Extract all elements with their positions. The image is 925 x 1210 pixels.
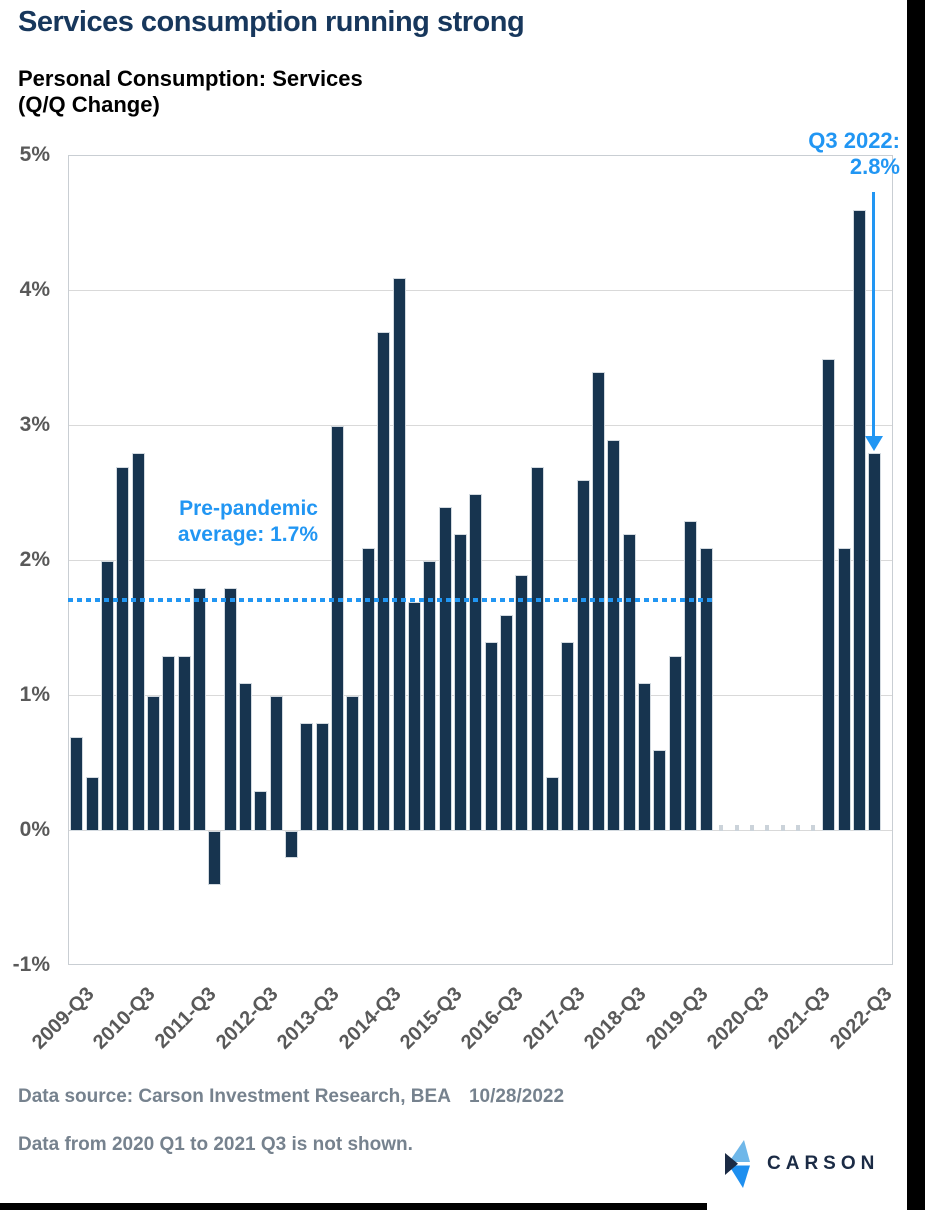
bar-2011-Q1: [162, 655, 176, 831]
hidden-quarter-tick-2021-Q2: [796, 825, 801, 831]
bar-2017-Q3: [561, 642, 575, 831]
x-axis-label-2010-Q3: 2010-Q3: [89, 983, 160, 1054]
bar-2015-Q4: [453, 534, 467, 831]
bar-2010-Q2: [116, 466, 130, 831]
bar-2015-Q2: [423, 561, 437, 831]
bar-2012-Q2: [239, 682, 253, 831]
pre-pandemic-average-label: Pre-pandemic average: 1.7%: [177, 497, 318, 546]
gridline-4pct: [69, 290, 892, 291]
bar-2013-Q2: [300, 723, 314, 831]
x-axis-label-2016-Q3: 2016-Q3: [457, 983, 529, 1054]
bar-2014-Q4: [392, 277, 406, 831]
bar-2016-Q2: [484, 642, 498, 831]
bar-2011-Q4: [208, 831, 222, 885]
bar-2012-Q1: [223, 588, 237, 831]
bar-2016-Q3: [499, 615, 513, 831]
gridline-3pct: [69, 425, 892, 426]
bar-2010-Q3: [131, 453, 145, 831]
x-axis-label-2019-Q3: 2019-Q3: [641, 983, 713, 1054]
data-source-text: Data source: Carson Investment Research,…: [18, 1086, 564, 1108]
bottom-edge-black-strip: [0, 1203, 707, 1210]
x-axis-label-2022-Q3: 2022-Q3: [825, 983, 897, 1054]
hidden-quarter-tick-2021-Q3: [811, 825, 816, 831]
hidden-quarter-tick-2020-Q1: [719, 825, 724, 831]
bar-2018-Q4: [638, 682, 652, 831]
carson-logo-icon: [725, 1140, 750, 1188]
bar-2009-Q3: [70, 736, 84, 831]
y-axis-label--1pct: -1%: [12, 953, 50, 976]
bar-2019-Q3: [684, 520, 698, 831]
x-axis-label-2013-Q3: 2013-Q3: [273, 983, 344, 1054]
annotation-arrow-head-icon: [865, 436, 883, 451]
x-axis-label-2011-Q3: 2011-Q3: [151, 983, 222, 1053]
hidden-quarter-tick-2020-Q3: [750, 825, 755, 831]
bar-2010-Q4: [146, 696, 160, 831]
bar-2011-Q2: [177, 655, 191, 831]
bar-chart-plot-area: [68, 155, 893, 965]
bar-2017-Q4: [576, 480, 590, 831]
bar-2021-Q4: [822, 358, 836, 831]
bar-2013-Q4: [331, 426, 345, 831]
bar-2019-Q4: [699, 547, 713, 831]
bar-2013-Q3: [315, 723, 329, 831]
x-axis-label-2018-Q3: 2018-Q3: [580, 983, 651, 1054]
bar-2016-Q4: [515, 574, 529, 831]
bar-2011-Q3: [192, 588, 206, 831]
carson-logo-text: CARSON: [767, 1153, 880, 1174]
x-axis-label-2012-Q3: 2012-Q3: [211, 983, 283, 1054]
x-axis-label-2017-Q3: 2017-Q3: [518, 983, 590, 1054]
y-axis-label-5pct: 5%: [19, 143, 50, 166]
bar-2010-Q1: [100, 561, 114, 831]
bar-2015-Q1: [407, 601, 421, 831]
bar-2018-Q3: [622, 534, 636, 831]
x-axis-label-2015-Q3: 2015-Q3: [396, 983, 467, 1054]
x-axis-label-2020-Q3: 2020-Q3: [703, 983, 774, 1054]
y-axis-label-2pct: 2%: [19, 548, 50, 571]
bar-2012-Q4: [269, 696, 283, 831]
bar-2013-Q1: [285, 831, 299, 858]
q3-2022-annotation: Q3 2022: 2.8%: [808, 128, 900, 179]
bar-2014-Q2: [361, 547, 375, 831]
bar-2019-Q2: [668, 655, 682, 831]
data-source-label: Data source: Carson Investment Research,…: [18, 1086, 451, 1107]
pre-pandemic-average-line: [68, 598, 712, 602]
page-title: Services consumption running strong: [18, 6, 525, 38]
hidden-quarter-tick-2021-Q1: [780, 825, 785, 831]
bar-2022-Q2: [853, 210, 867, 831]
hidden-quarter-tick-2020-Q4: [765, 825, 770, 831]
bar-2019-Q1: [653, 750, 667, 831]
carson-logo: CARSON: [721, 1140, 879, 1188]
y-axis-label-0pct: 0%: [19, 818, 50, 841]
x-axis-label-2014-Q3: 2014-Q3: [334, 983, 406, 1054]
bar-2017-Q2: [546, 777, 560, 831]
x-axis-label-2021-Q3: 2021-Q3: [764, 983, 836, 1054]
y-axis-label-1pct: 1%: [19, 683, 50, 706]
bar-2022-Q1: [837, 547, 851, 831]
bar-2012-Q3: [254, 790, 268, 831]
data-source-date: 10/28/2022: [468, 1086, 565, 1107]
bar-2014-Q1: [346, 696, 360, 831]
hidden-quarter-tick-2020-Q2: [734, 825, 739, 831]
annotation-arrow-line: [872, 192, 875, 437]
right-edge-black-strip: [907, 0, 925, 1210]
data-gap-note: Data from 2020 Q1 to 2021 Q3 is not show…: [18, 1134, 413, 1155]
bar-2022-Q3: [868, 453, 882, 831]
bar-2015-Q3: [438, 507, 452, 831]
x-axis-label-2009-Q3: 2009-Q3: [27, 983, 99, 1054]
y-axis-label-3pct: 3%: [19, 413, 50, 436]
bar-2018-Q2: [607, 439, 621, 831]
bar-2014-Q3: [377, 331, 391, 831]
chart-subtitle: Personal Consumption: Services (Q/Q Chan…: [18, 66, 363, 117]
bar-2016-Q1: [469, 493, 483, 831]
bar-2009-Q4: [85, 777, 99, 831]
y-axis-label-4pct: 4%: [19, 278, 50, 301]
bar-2017-Q1: [530, 466, 544, 831]
